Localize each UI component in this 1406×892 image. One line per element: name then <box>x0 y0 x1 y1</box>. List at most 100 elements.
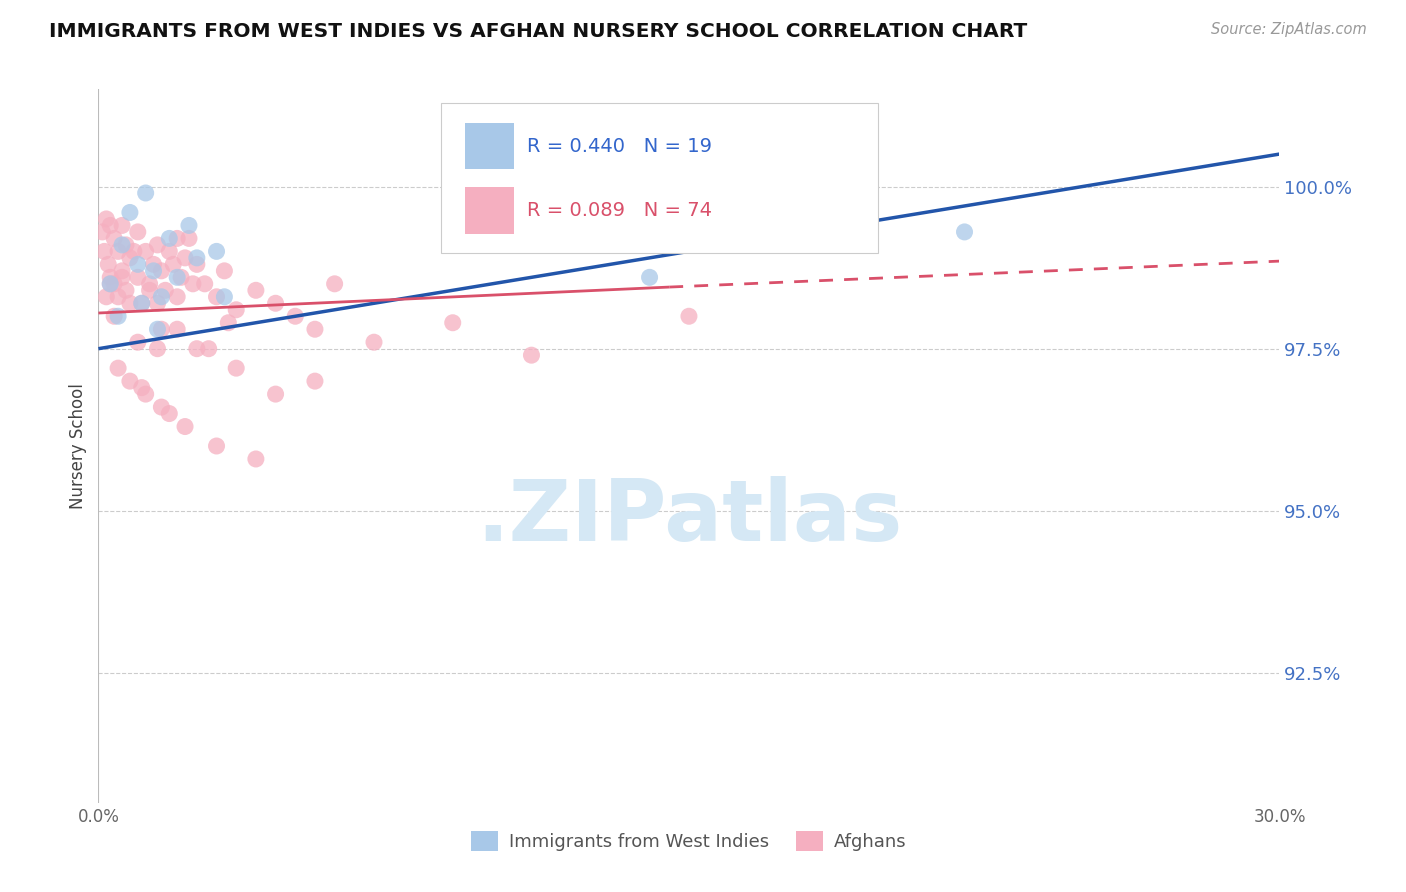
Point <box>157 231 180 245</box>
Point <box>98 270 121 285</box>
Point <box>186 257 208 271</box>
Point <box>97 257 120 271</box>
Point <box>284 310 307 324</box>
Point <box>118 251 141 265</box>
Point <box>162 257 184 271</box>
Point <box>150 264 173 278</box>
Point <box>205 244 228 259</box>
Point <box>103 277 125 291</box>
Point <box>245 283 267 297</box>
Point <box>138 277 160 291</box>
Point <box>127 270 149 285</box>
Text: IMMIGRANTS FROM WEST INDIES VS AFGHAN NURSERY SCHOOL CORRELATION CHART: IMMIGRANTS FROM WEST INDIES VS AFGHAN NU… <box>49 22 1028 41</box>
Point <box>146 322 169 336</box>
Point <box>150 400 173 414</box>
Point <box>111 238 134 252</box>
Point <box>107 244 129 259</box>
Point <box>214 264 236 278</box>
Point <box>166 231 188 245</box>
Point <box>245 452 267 467</box>
Point <box>441 316 464 330</box>
Text: R = 0.440   N = 19: R = 0.440 N = 19 <box>527 136 711 156</box>
Point <box>678 310 700 324</box>
Point <box>205 439 228 453</box>
Point <box>304 322 326 336</box>
Point <box>150 290 173 304</box>
Point <box>118 296 141 310</box>
Point <box>146 238 169 252</box>
Point <box>177 231 200 245</box>
Point <box>96 211 118 226</box>
Point <box>157 407 180 421</box>
Point <box>225 361 247 376</box>
Point <box>107 290 129 304</box>
Point <box>304 374 326 388</box>
Point <box>127 225 149 239</box>
Point <box>107 361 129 376</box>
Point <box>98 277 121 291</box>
Y-axis label: Nursery School: Nursery School <box>69 383 87 509</box>
Point <box>264 387 287 401</box>
Point <box>111 219 134 233</box>
Point <box>131 296 153 310</box>
Point <box>98 277 121 291</box>
Point <box>155 283 177 297</box>
Point <box>953 225 976 239</box>
Point <box>194 277 217 291</box>
Text: Source: ZipAtlas.com: Source: ZipAtlas.com <box>1211 22 1367 37</box>
Point <box>170 270 193 285</box>
Point <box>98 219 121 233</box>
Point <box>111 264 134 278</box>
Point <box>131 296 153 310</box>
Point <box>135 186 157 200</box>
Point <box>135 387 157 401</box>
Point <box>127 335 149 350</box>
Point <box>131 381 153 395</box>
Point <box>118 374 141 388</box>
Point <box>111 270 134 285</box>
Point <box>146 296 169 310</box>
Point <box>796 128 818 142</box>
Point <box>107 310 129 324</box>
Point <box>122 244 145 259</box>
Point <box>225 302 247 317</box>
Point <box>146 342 169 356</box>
Point <box>217 316 239 330</box>
Bar <box>464 187 515 234</box>
Point <box>166 322 188 336</box>
Point <box>115 283 138 297</box>
Point <box>138 283 160 297</box>
Legend: Immigrants from West Indies, Afghans: Immigrants from West Indies, Afghans <box>464 823 914 858</box>
Point <box>157 244 180 259</box>
Point <box>127 257 149 271</box>
Point <box>186 342 208 356</box>
Point <box>166 270 188 285</box>
Point <box>520 348 543 362</box>
Point <box>205 290 228 304</box>
Point <box>166 290 188 304</box>
Point <box>142 264 165 278</box>
Text: .ZIPatlas: .ZIPatlas <box>475 475 903 559</box>
Point <box>186 251 208 265</box>
Point <box>118 205 141 219</box>
Point <box>214 290 236 304</box>
Point <box>142 257 165 271</box>
Point <box>197 342 219 356</box>
Point <box>91 225 114 239</box>
Point <box>181 277 204 291</box>
Point <box>150 322 173 336</box>
Point <box>323 277 346 291</box>
Point <box>103 310 125 324</box>
Point <box>96 290 118 304</box>
Point <box>103 231 125 245</box>
Point <box>177 219 200 233</box>
Point <box>174 419 197 434</box>
Point <box>638 270 661 285</box>
Point <box>93 244 115 259</box>
Point <box>174 251 197 265</box>
Bar <box>464 123 515 169</box>
Point <box>115 238 138 252</box>
Text: R = 0.089   N = 74: R = 0.089 N = 74 <box>527 201 711 220</box>
Point <box>264 296 287 310</box>
Point <box>135 244 157 259</box>
